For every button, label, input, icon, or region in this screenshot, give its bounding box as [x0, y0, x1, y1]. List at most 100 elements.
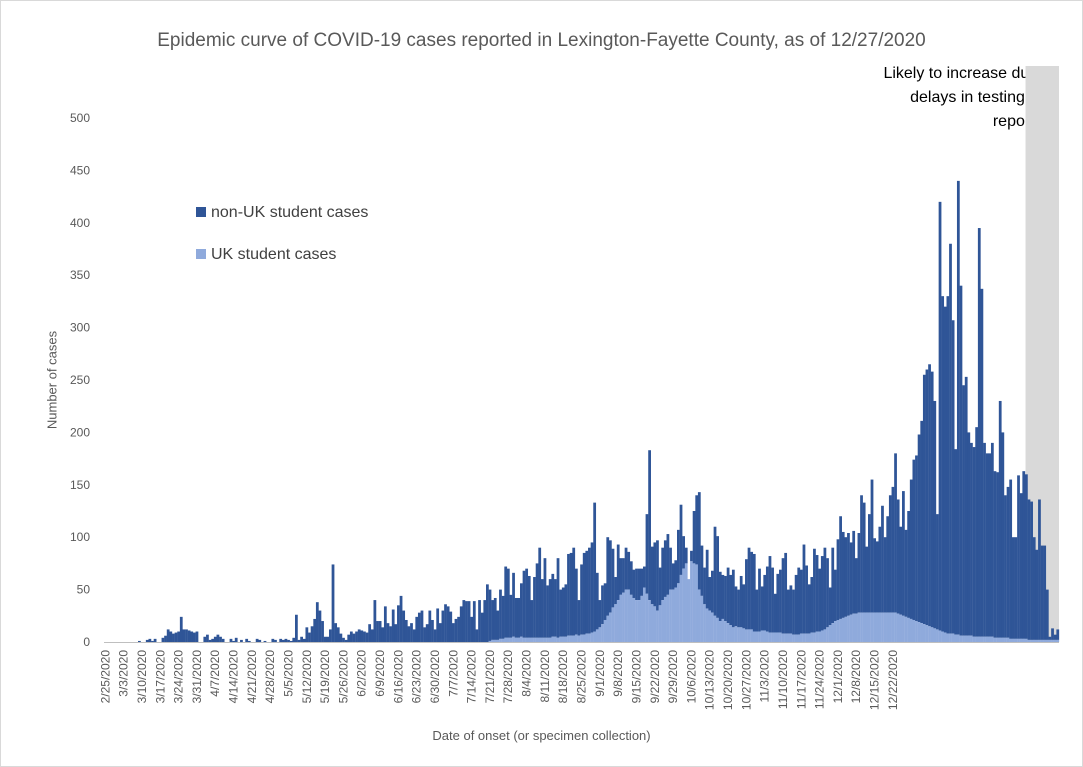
bar-non-uk	[826, 558, 829, 628]
bar-non-uk	[765, 566, 769, 632]
bar-uk	[797, 634, 801, 642]
bar-non-uk	[153, 638, 157, 642]
bar-non-uk	[588, 547, 591, 634]
bar-non-uk	[962, 385, 965, 636]
bar-non-uk	[506, 568, 510, 638]
bar-non-uk	[433, 629, 437, 642]
legend-item-uk: UK student cases	[196, 246, 336, 264]
bar-uk	[849, 614, 853, 642]
bar-non-uk	[444, 604, 447, 642]
bar-uk	[878, 612, 882, 642]
bar-uk	[708, 610, 712, 642]
bar-non-uk	[729, 574, 733, 626]
bar-non-uk	[138, 640, 141, 642]
bar-uk	[616, 600, 620, 642]
bar-non-uk	[860, 495, 863, 613]
bar-uk	[768, 632, 772, 642]
bar-non-uk	[378, 621, 382, 642]
bar-uk	[742, 628, 746, 642]
bar-uk	[881, 612, 884, 642]
x-tick-label: 11/3/2020	[758, 650, 772, 703]
bar-non-uk	[329, 629, 332, 642]
bar-uk	[496, 639, 500, 642]
bar-uk	[784, 633, 788, 642]
x-tick-label: 12/1/2020	[831, 650, 845, 704]
bar-uk	[595, 629, 599, 642]
bar-uk	[990, 636, 994, 642]
bar-non-uk	[355, 631, 358, 642]
y-tick-label: 200	[70, 425, 90, 439]
bar-non-uk	[661, 547, 665, 601]
x-tick-label: 6/9/2020	[373, 650, 387, 697]
bar-uk	[776, 632, 780, 642]
bar-non-uk	[820, 556, 824, 631]
bar-non-uk	[739, 575, 743, 628]
x-tick-label: 3/3/2020	[117, 650, 131, 697]
bar-non-uk	[629, 561, 633, 595]
bar-non-uk	[522, 570, 526, 638]
x-tick-label: 9/1/2020	[593, 650, 607, 697]
bar-uk	[998, 637, 1002, 642]
bar-uk	[1032, 639, 1036, 642]
bar-uk	[1019, 638, 1023, 642]
bar-non-uk	[245, 638, 249, 642]
bar-non-uk	[614, 577, 617, 605]
bar-non-uk	[342, 637, 345, 642]
y-tick-label: 0	[83, 635, 90, 649]
bar-non-uk	[852, 530, 856, 614]
bar-non-uk	[192, 632, 196, 642]
bar-uk	[546, 637, 549, 642]
x-tick-label: 8/4/2020	[520, 650, 534, 697]
bar-non-uk	[203, 636, 207, 642]
x-tick-label: 12/22/2020	[886, 650, 900, 710]
bar-uk	[718, 621, 722, 642]
bar-non-uk	[310, 626, 314, 642]
x-tick-label: 4/14/2020	[227, 650, 241, 704]
bar-non-uk	[467, 601, 471, 642]
x-tick-label: 5/19/2020	[318, 650, 332, 704]
bar-uk	[622, 592, 625, 642]
bar-non-uk	[370, 629, 374, 642]
bar-non-uk	[308, 632, 311, 642]
bar-uk	[894, 612, 897, 642]
bar-non-uk	[990, 442, 994, 637]
x-tick-label: 10/6/2020	[684, 650, 698, 704]
bar-non-uk	[185, 629, 188, 642]
bar-uk	[847, 615, 850, 642]
bar-non-uk	[854, 558, 858, 614]
bar-uk	[758, 631, 761, 642]
bar-uk	[977, 636, 981, 642]
bar-non-uk	[1030, 501, 1033, 640]
legend-label-non-uk: non-UK student cases	[211, 204, 369, 221]
bar-non-uk	[870, 479, 874, 613]
bar-non-uk	[595, 572, 599, 630]
bar-uk	[771, 632, 774, 642]
bar-non-uk	[347, 634, 351, 642]
bar-non-uk	[540, 579, 544, 638]
bar-non-uk	[172, 633, 175, 642]
bar-uk	[902, 615, 905, 642]
bar-uk	[666, 594, 670, 642]
bar-uk	[928, 626, 931, 642]
legend-item-non-uk: non-UK student cases	[196, 204, 368, 222]
bar-non-uk	[554, 579, 557, 637]
bar-non-uk	[697, 492, 701, 590]
bar-uk	[554, 636, 557, 642]
bar-non-uk	[656, 540, 659, 611]
bar-non-uk	[768, 556, 772, 633]
bar-non-uk	[161, 637, 165, 642]
bar-non-uk	[794, 574, 798, 635]
bar-non-uk	[967, 432, 971, 636]
bar-non-uk	[632, 569, 636, 598]
bar-non-uk	[912, 459, 916, 620]
bar-uk	[726, 623, 730, 642]
bar-uk	[899, 614, 903, 642]
bar-uk	[582, 634, 586, 642]
bar-uk	[684, 563, 688, 642]
bar-non-uk	[574, 568, 578, 635]
bar-uk	[611, 607, 615, 642]
bar-non-uk	[533, 577, 536, 638]
bar-non-uk	[221, 638, 225, 642]
bar-non-uk	[543, 558, 547, 638]
bar-non-uk	[300, 636, 303, 642]
